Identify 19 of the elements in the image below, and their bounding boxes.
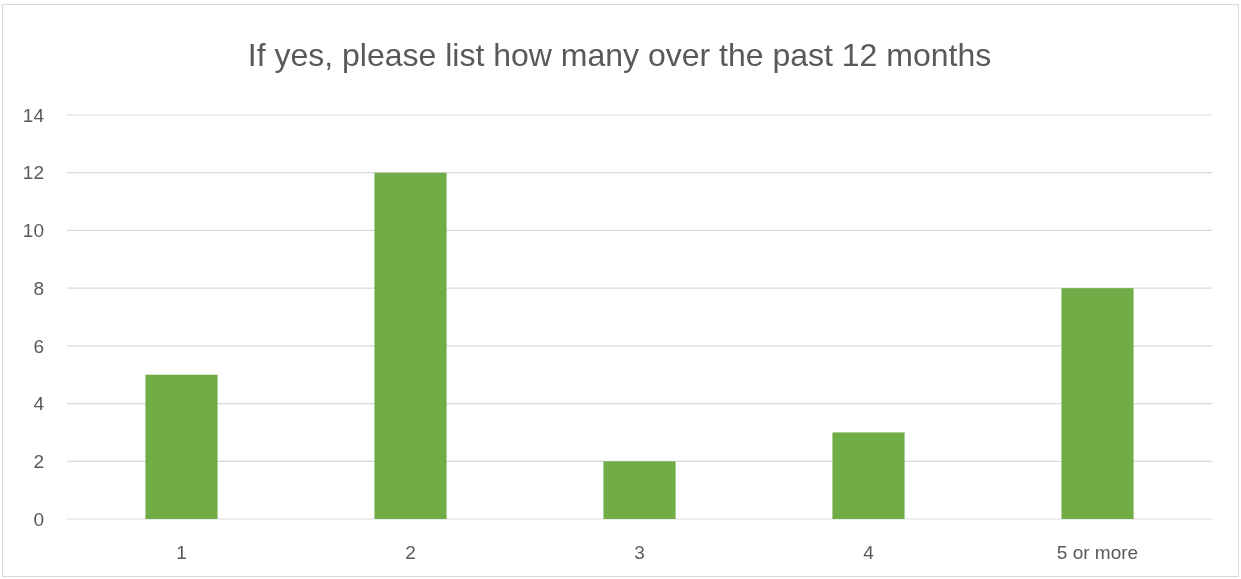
bar <box>832 432 905 519</box>
y-tick-label: 2 <box>33 450 44 472</box>
y-tick-label: 12 <box>22 162 44 184</box>
bar <box>1061 288 1134 519</box>
x-tick-label: 2 <box>405 542 416 563</box>
x-tick-label: 4 <box>863 542 875 563</box>
bar <box>374 172 447 519</box>
bar <box>603 461 676 519</box>
x-tick-label: 5 or more <box>1056 542 1139 563</box>
x-tick-label: 3 <box>634 542 645 563</box>
y-tick-label: 0 <box>33 508 44 530</box>
y-tick-label: 4 <box>33 393 45 415</box>
y-tick-label: 8 <box>33 277 44 299</box>
y-tick-label: 10 <box>22 220 44 242</box>
chart-title: If yes, please list how many over the past 12 months <box>247 37 992 73</box>
bar <box>145 374 218 519</box>
y-tick-label: 14 <box>22 104 45 126</box>
y-tick-label: 6 <box>33 335 44 357</box>
x-tick-label: 1 <box>176 542 187 563</box>
